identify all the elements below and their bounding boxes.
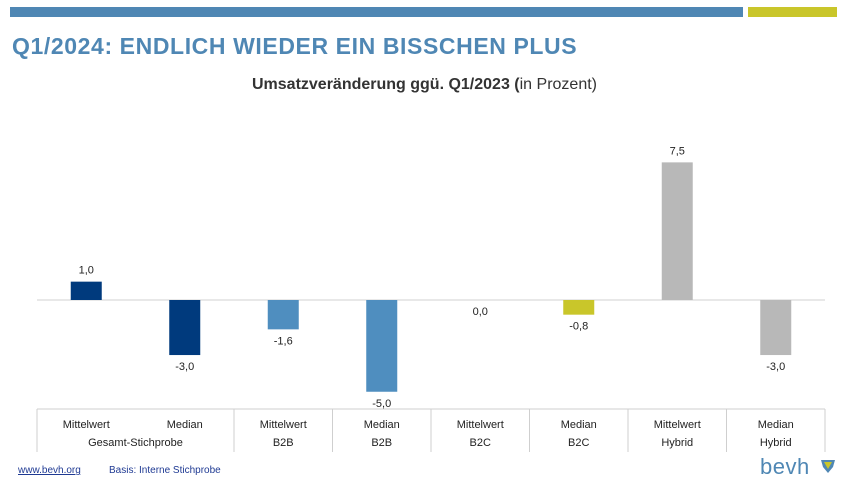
tick-label-group-5: Hybrid — [661, 437, 693, 449]
bevh-logo-mark-icon — [821, 460, 835, 473]
footer-basis-note: Basis: Interne Stichprobe — [109, 465, 221, 476]
tick-label-measure-1: Median — [167, 419, 203, 431]
bar-1 — [169, 300, 201, 356]
data-label-7: -3,0 — [766, 361, 785, 373]
tick-label-group-2: B2B — [371, 437, 392, 449]
tick-label-group-3: B2C — [470, 437, 491, 449]
tick-label-measure-6: Mittelwert — [654, 419, 701, 431]
header-band-olive — [748, 7, 837, 17]
tick-label-group-1: B2B — [273, 437, 294, 449]
tick-label-measure-5: Median — [561, 419, 597, 431]
bar-3 — [366, 300, 398, 392]
tick-label-group-4: B2C — [568, 437, 589, 449]
logo-text: bevh — [760, 454, 810, 479]
tick-label-measure-7: Median — [758, 419, 794, 431]
chart-title-unit: in Prozent) — [519, 76, 597, 93]
tick-label-group-0: Gesamt-Stichprobe — [88, 437, 183, 449]
tick-label-measure-3: Median — [364, 419, 400, 431]
bar-0 — [70, 281, 102, 300]
data-label-6: 7,5 — [670, 145, 685, 157]
tick-label-group-6: Hybrid — [760, 437, 792, 449]
footer-website-link[interactable]: www.bevh.org — [18, 465, 81, 476]
data-label-2: -1,6 — [274, 335, 293, 347]
bar-7 — [760, 300, 792, 356]
tick-label-measure-0: Mittelwert — [63, 419, 110, 431]
data-label-4: 0,0 — [473, 306, 488, 318]
data-label-3: -5,0 — [372, 398, 391, 410]
bar-6 — [661, 162, 693, 300]
tick-label-measure-4: Mittelwert — [457, 419, 504, 431]
header-band-blue — [10, 7, 743, 17]
data-label-5: -0,8 — [569, 321, 588, 333]
bar-5 — [563, 300, 595, 315]
chart-title-bold: Umsatzveränderung ggü. Q1/2023 ( — [251, 76, 520, 93]
chart-title: Umsatzveränderung ggü. Q1/2023 (in Proze… — [0, 76, 849, 94]
tick-label-measure-2: Mittelwert — [260, 419, 307, 431]
bar-2 — [267, 300, 299, 330]
page-title: Q1/2024: ENDLICH WIEDER EIN BISSCHEN PLU… — [12, 33, 578, 59]
data-label-0: 1,0 — [79, 265, 94, 277]
data-label-1: -3,0 — [175, 361, 194, 373]
